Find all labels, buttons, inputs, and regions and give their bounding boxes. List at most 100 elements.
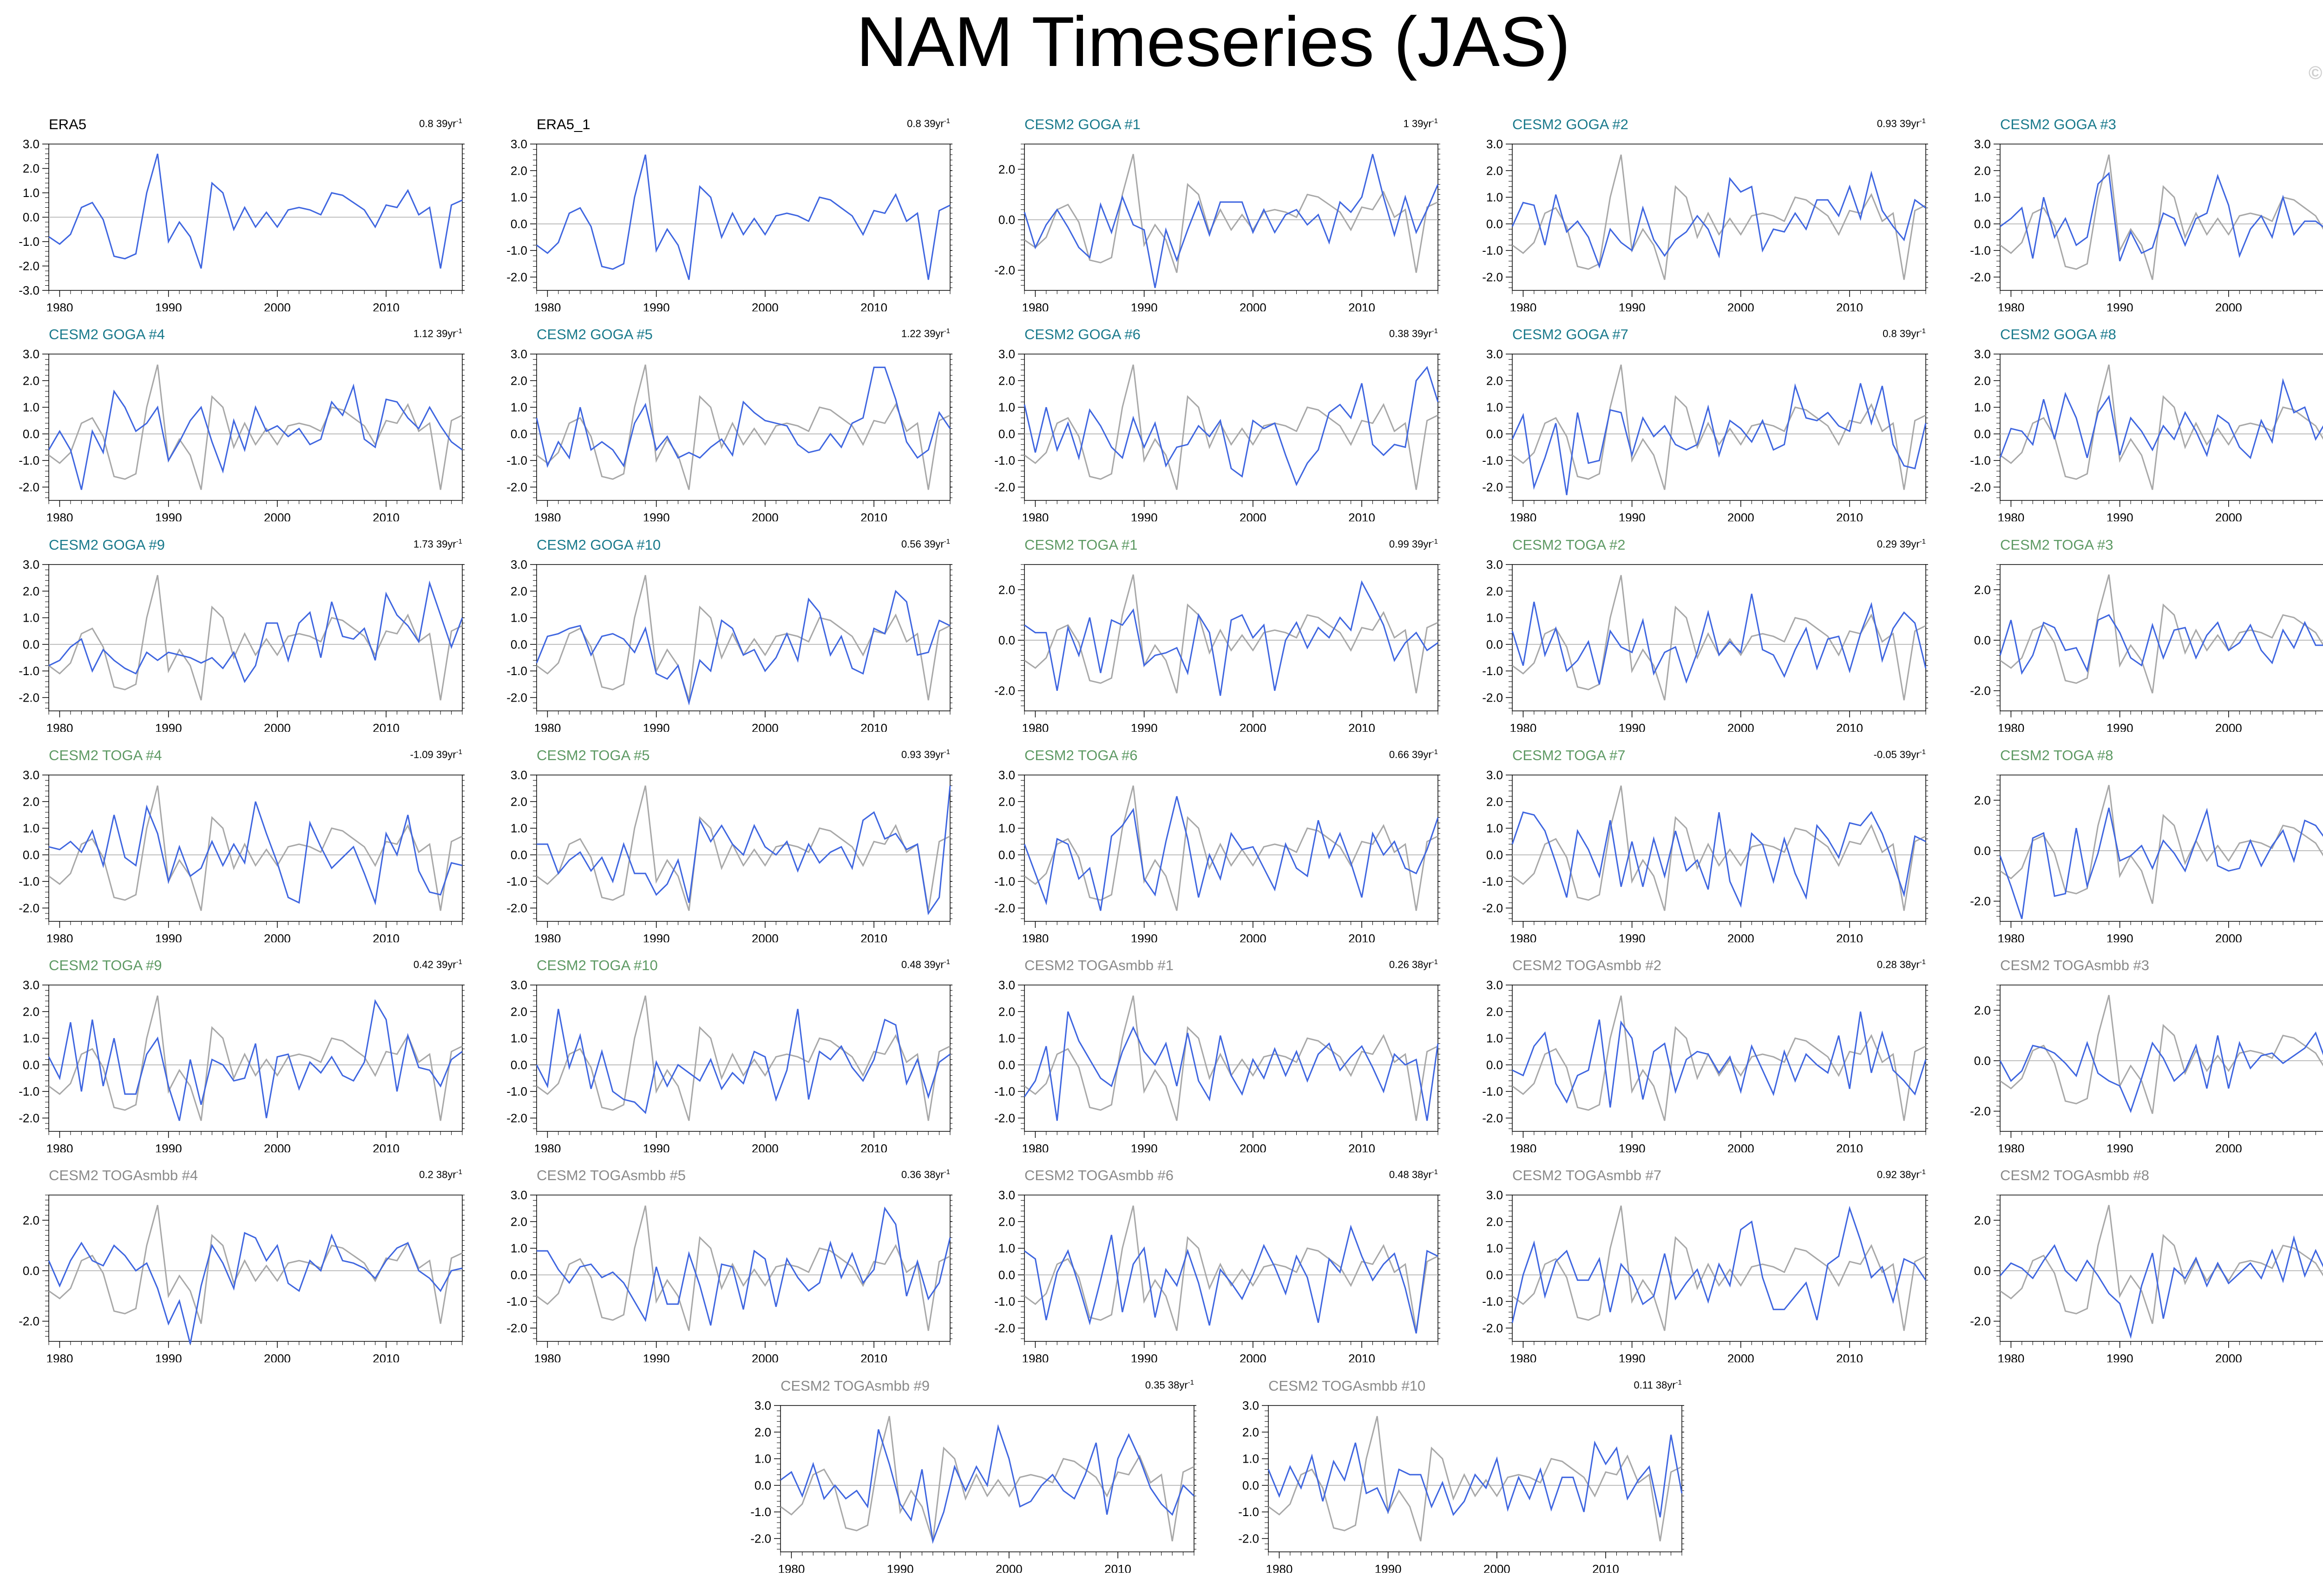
obs-series-line [536,1205,951,1331]
x-tick-label: 2000 [264,1142,291,1152]
y-tick-label: -2.0 [1238,1531,1259,1545]
panel-title: ERA5_1 [537,116,591,132]
x-tick-label: 2010 [860,1352,887,1362]
x-tick-label: 1990 [155,1142,182,1152]
y-tick-label: 3.0 [1486,768,1503,782]
trend-unit-exponent: -1 [1919,327,1926,335]
y-tick-label: 0.0 [1486,637,1503,651]
y-tick-label: 2.0 [755,1425,771,1439]
x-tick-label: 1990 [643,721,670,732]
obs-series-line [2000,1205,2323,1324]
plot-frame [1024,985,1438,1132]
x-tick-label: 1990 [2106,1142,2133,1152]
plot-frame [536,564,951,711]
model-series-line [1999,1235,2323,1339]
y-tick-label: 1.0 [511,821,527,835]
panel-trend-label: 0.92 38yr-1 [1877,1168,1926,1181]
y-tick-label: -1.0 [1482,1084,1503,1098]
x-tick-label: 1990 [643,1352,670,1362]
trend-value: 0.56 39yr [901,538,944,550]
y-tick-label: 2.0 [511,1005,527,1018]
y-tick-label: 0.0 [998,1268,1015,1282]
panel-trend-label: 1 39yr-1 [1404,117,1438,130]
x-tick-label: 2010 [860,511,887,521]
trend-unit-exponent: -1 [456,748,462,756]
y-tick-label: 2.0 [511,164,527,177]
y-tick-label: -2.0 [19,901,39,915]
y-tick-label: -2.0 [506,1111,527,1125]
chart-panel: CESM2 GOGA #80.9 39yr-13.02.01.00.0-1.0-… [1956,326,2323,521]
panel-title: CESM2 TOGA #9 [49,957,162,973]
x-tick-label: 2010 [373,511,400,521]
x-tick-label: 1980 [1997,1352,2024,1362]
x-tick-label: 2000 [264,721,291,732]
trend-unit-exponent: -1 [1919,117,1926,125]
obs-series-line [2000,154,2323,280]
x-tick-label: 1990 [155,301,182,311]
trend-unit-exponent: -1 [1431,1168,1438,1176]
y-tick-label: -2.0 [994,684,1015,698]
x-tick-label: 1990 [155,721,182,732]
y-tick-label: -2.0 [19,690,39,704]
panel-trend-label: 0.93 39yr-1 [1877,117,1926,130]
trend-unit-exponent: -1 [1431,958,1438,966]
plot-frame [1024,775,1438,922]
y-tick-label: 3.0 [1486,137,1503,151]
plot-frame [536,985,951,1132]
plot-frame [48,354,463,501]
obs-series-line [1512,785,1926,911]
y-tick-label: 3.0 [1486,1188,1503,1202]
y-tick-label: 1.0 [1242,1452,1259,1466]
obs-series-line [2000,785,2323,904]
trend-value: 1 39yr [1403,118,1432,130]
y-tick-label: 0.0 [23,848,39,862]
y-tick-label: 1.0 [511,611,527,625]
panel-trend-label: 0.28 38yr-1 [1877,958,1926,971]
panel-title: CESM2 GOGA #7 [1512,326,1628,342]
panel-title: CESM2 TOGA #4 [49,747,162,763]
x-tick-label: 1990 [2106,1352,2133,1362]
y-tick-label: 2.0 [23,162,39,176]
y-tick-label: 0.0 [1974,1264,1991,1278]
y-tick-label: 2.0 [1242,1425,1259,1439]
y-tick-label: 0.0 [23,1058,39,1072]
y-tick-label: 1.0 [1486,1031,1503,1045]
y-tick-label: 0.0 [1974,217,1991,231]
y-tick-label: 0.0 [511,848,527,862]
trend-unit-exponent: -1 [944,748,950,756]
x-tick-label: 1990 [1619,932,1646,942]
x-tick-label: 2010 [1592,1562,1619,1573]
obs-series-line [48,364,463,490]
y-tick-label: 3.0 [755,1399,771,1412]
panel-trend-label: 1.12 39yr-1 [413,327,462,340]
x-tick-label: 2010 [373,1352,400,1362]
y-tick-label: 3.0 [998,768,1015,782]
chart-panel: CESM2 GOGA #9 1.73 39yr-1 3.0 2.0 1.0 0.0 -1.0… [5,537,465,732]
x-tick-label: 1990 [1131,721,1158,732]
x-tick-label: 2000 [1727,511,1754,521]
x-tick-label: 1990 [643,1142,670,1152]
panel-title: CESM2 TOGAsmbb #6 [1024,1167,1174,1183]
model-series-line [536,154,951,280]
chart-panel: CESM2 GOGA #6 0.38 39yr-1 3.0 2.0 1.0 0.0 -1.0… [980,326,1440,521]
x-tick-label: 1990 [643,932,670,942]
chart-panel: CESM2 TOGA #6 0.66 39yr-1 3.0 2.0 1.0 0.0 -1.0… [980,747,1440,942]
x-tick-label: 2000 [2215,932,2242,942]
y-tick-label: -2.0 [1482,270,1503,284]
y-tick-label: 3.0 [1974,137,1991,151]
trend-unit-exponent: -1 [1188,1379,1194,1386]
plot-frame [1512,985,1926,1132]
x-tick-label: 1990 [1619,721,1646,732]
model-series-line [1024,796,1439,911]
trend-value: 0.35 38yr [1145,1379,1188,1391]
panel-title: CESM2 TOGAsmbb #8 [2000,1167,2150,1183]
x-tick-label: 2000 [264,511,291,521]
panel-title: CESM2 TOGAsmbb #1 [1024,957,1174,973]
y-tick-label: -2.0 [1482,1321,1503,1335]
